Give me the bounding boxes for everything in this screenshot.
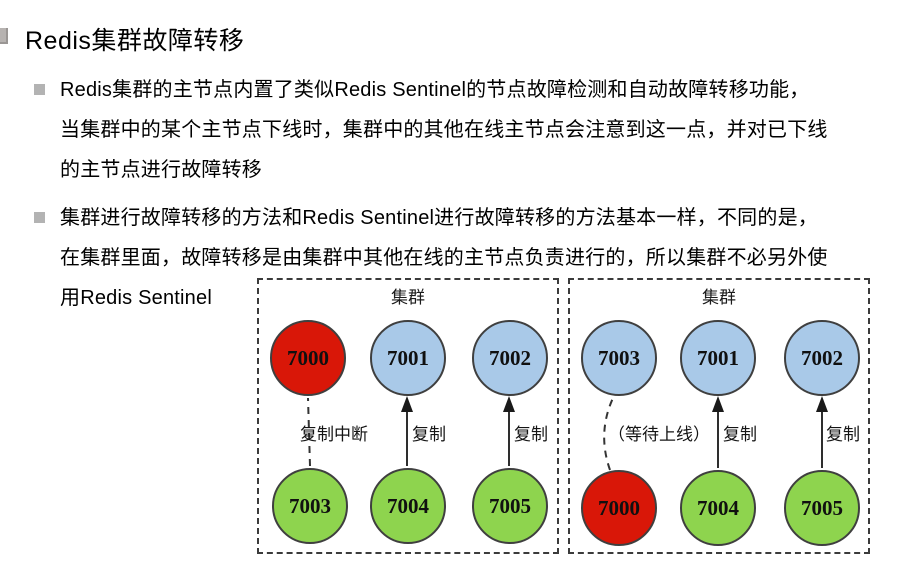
node-circle: 7001 [370, 320, 446, 396]
bullet-line: 集群进行故障转移的方法和Redis Sentinel进行故障转移的方法基本一样，… [60, 207, 818, 229]
link-label: 复制 [723, 425, 757, 444]
link-label: 复制 [826, 425, 860, 444]
bullet-square-icon [34, 212, 45, 223]
link-label: 复制中断 [300, 425, 368, 444]
node-circle: 7001 [680, 320, 756, 396]
page-title: Redis集群故障转移 [25, 27, 245, 55]
node-circle: 7005 [784, 470, 860, 546]
bullet-line: Redis集群的主节点内置了类似Redis Sentinel的节点故障检测和自动… [60, 79, 810, 101]
bullet-line: 用Redis Sentinel [60, 287, 212, 309]
node-circle: 7002 [472, 320, 548, 396]
cluster-title: 集群 [702, 288, 736, 307]
node-circle: 7004 [680, 470, 756, 546]
bullet-paragraph: Redis集群的主节点内置了类似Redis Sentinel的节点故障检测和自动… [60, 70, 828, 190]
node-circle: 7003 [581, 320, 657, 396]
link-label: （等待上线） [608, 425, 710, 444]
node-circle: 7005 [472, 468, 548, 544]
node-circle: 7002 [784, 320, 860, 396]
node-circle: 7003 [272, 468, 348, 544]
node-circle: 7004 [370, 468, 446, 544]
title-bullet-icon [0, 28, 8, 44]
cluster-box [568, 278, 870, 554]
cluster-box [257, 278, 559, 554]
bullet-line: 当集群中的某个主节点下线时，集群中的其他在线主节点会注意到这一点，并对已下线 [60, 119, 828, 141]
node-circle: 7000 [581, 470, 657, 546]
bullet-paragraph: 集群进行故障转移的方法和Redis Sentinel进行故障转移的方法基本一样，… [60, 198, 828, 318]
bullet-square-icon [34, 84, 45, 95]
node-circle: 7000 [270, 320, 346, 396]
bullet-line: 在集群里面，故障转移是由集群中其他在线的主节点负责进行的，所以集群不必另外使 [60, 247, 828, 269]
link-label: 复制 [514, 425, 548, 444]
cluster-title: 集群 [391, 288, 425, 307]
bullet-line: 的主节点进行故障转移 [60, 159, 262, 181]
link-label: 复制 [412, 425, 446, 444]
